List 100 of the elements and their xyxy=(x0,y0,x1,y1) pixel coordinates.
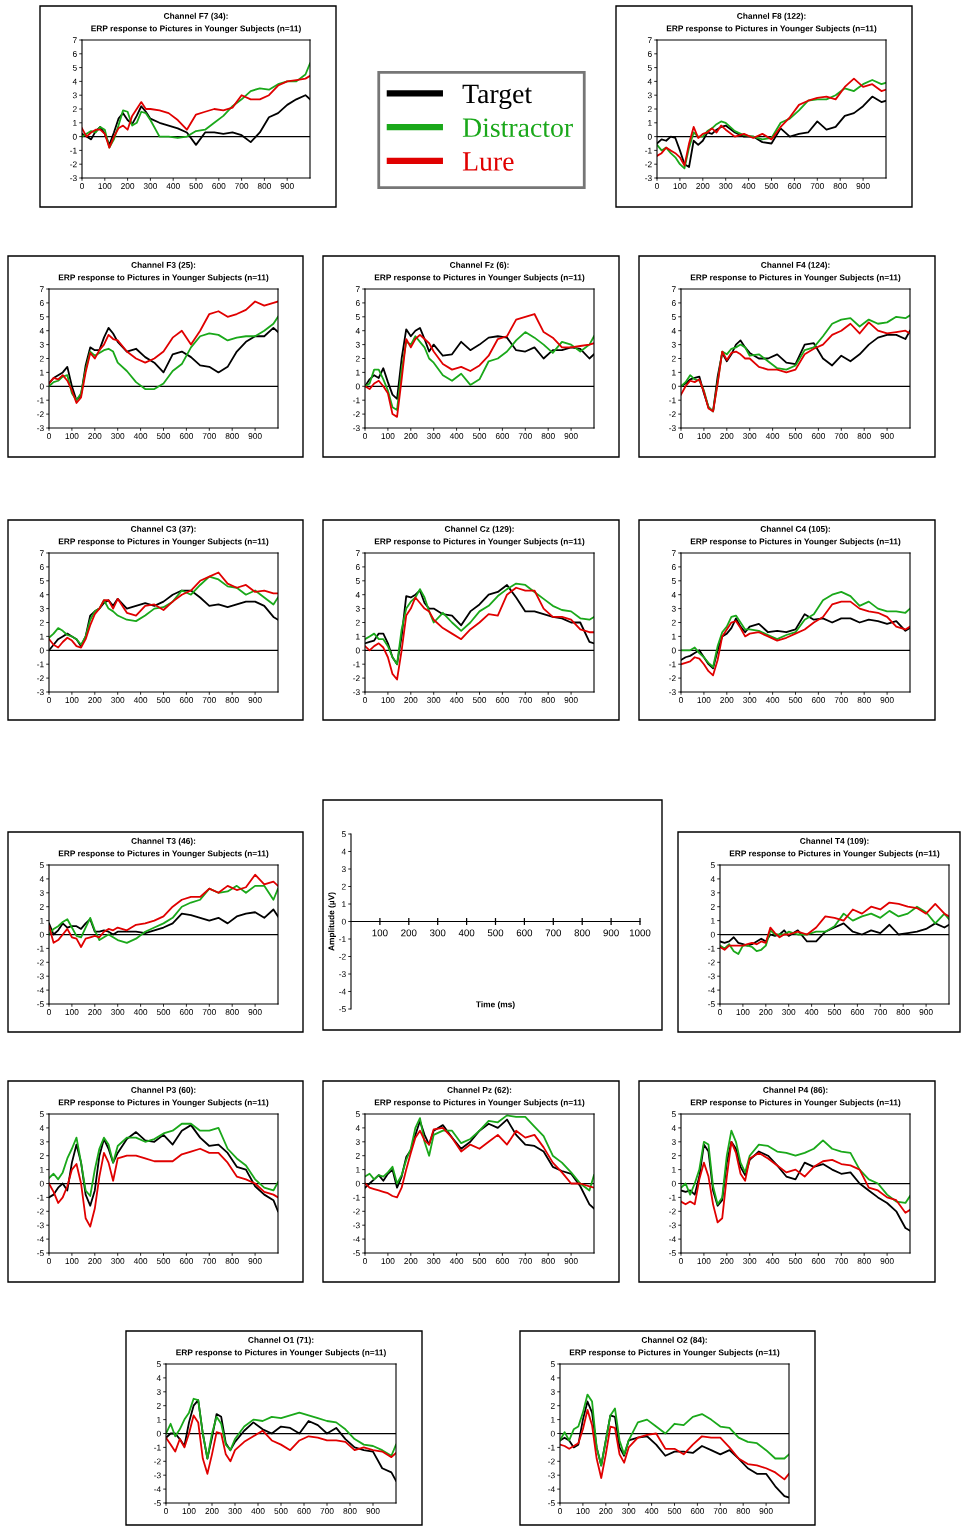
y-tick-label: -4 xyxy=(339,988,346,995)
x-tick-label: 200 xyxy=(720,1258,734,1264)
y-tick-label: 0 xyxy=(647,133,652,140)
x-tick-label: 600 xyxy=(495,1258,510,1264)
x-tick-label: 0 xyxy=(363,1258,367,1264)
x-tick-label: 400 xyxy=(133,697,148,703)
x-tick-label: 600 xyxy=(179,433,194,439)
chart-subtitle: ERP response to Pictures in Younger Subjects (n=11) xyxy=(58,538,269,547)
x-tick-label: 0 xyxy=(363,433,367,439)
y-tick-label: -5 xyxy=(548,1500,555,1507)
x-tick-label: 0 xyxy=(47,1258,51,1264)
y-tick-label: 2 xyxy=(355,355,360,362)
x-tick-label: 800 xyxy=(257,183,272,189)
y-tick-label: 3 xyxy=(671,1139,676,1145)
y-tick-label: 1 xyxy=(672,633,676,640)
x-tick-label: 200 xyxy=(404,697,418,703)
y-tick-label: -1 xyxy=(353,661,360,668)
y-tick-label: -1 xyxy=(37,945,44,952)
x-tick-label: 500 xyxy=(472,697,487,703)
y-tick-label: 1 xyxy=(648,120,652,126)
x-tick-label: 800 xyxy=(736,1508,750,1514)
x-tick-label: 600 xyxy=(850,1009,865,1015)
x-tick-label: 300 xyxy=(111,1258,125,1264)
y-tick-label: 2 xyxy=(671,355,676,362)
y-tick-label: -3 xyxy=(645,175,652,182)
chart-title: Channel O1 (71): xyxy=(248,1336,314,1345)
x-tick-label: 900 xyxy=(880,697,894,703)
y-tick-label: -1 xyxy=(37,661,44,668)
y-tick-label: 5 xyxy=(39,862,44,869)
x-tick-label: 600 xyxy=(495,433,510,439)
legend-label: Lure xyxy=(462,152,514,171)
x-tick-label: 300 xyxy=(719,183,733,189)
x-tick-label: 0 xyxy=(558,1508,562,1514)
x-tick-label: 400 xyxy=(449,433,464,439)
y-tick-label: 3 xyxy=(550,1389,555,1395)
y-tick-label: -1 xyxy=(645,147,652,154)
y-tick-label: -1 xyxy=(37,397,44,404)
x-tick-label: 700 xyxy=(518,697,532,703)
x-tick-label: 900 xyxy=(603,929,619,937)
y-tick-label: -3 xyxy=(669,689,676,696)
y-tick-label: -4 xyxy=(548,1486,555,1493)
y-tick-label: 7 xyxy=(355,550,360,557)
x-tick-label: 700 xyxy=(713,1508,727,1514)
x-tick-label: 0 xyxy=(47,697,51,703)
chart-subtitle: ERP response to Pictures in Younger Subjects (n=11) xyxy=(58,1099,269,1108)
y-tick-label: 0 xyxy=(671,383,676,390)
x-tick-label: 200 xyxy=(88,697,102,703)
x-tick-label: 0 xyxy=(679,433,683,439)
x-tick-label: 800 xyxy=(225,433,239,439)
x-tick-label: 700 xyxy=(810,183,824,189)
y-tick-label: 0 xyxy=(550,1430,555,1437)
y-tick-label: 4 xyxy=(39,876,44,882)
y-tick-label: -5 xyxy=(154,1500,161,1507)
x-tick-label: 500 xyxy=(274,1508,288,1514)
x-tick-label: 100 xyxy=(381,697,395,703)
y-tick-label: 5 xyxy=(72,64,77,71)
y-tick-label: -2 xyxy=(37,411,44,418)
y-tick-label: 5 xyxy=(156,1361,161,1368)
y-tick-label: -3 xyxy=(339,971,346,978)
x-tick-label: 300 xyxy=(111,433,125,439)
y-tick-label: -3 xyxy=(353,425,360,432)
x-tick-label: 100 xyxy=(98,183,112,189)
y-tick-label: 5 xyxy=(671,314,676,320)
x-tick-label: 300 xyxy=(743,697,757,703)
x-tick-label: 900 xyxy=(880,433,894,439)
x-tick-label: 100 xyxy=(65,1009,79,1015)
x-tick-label: 700 xyxy=(320,1508,334,1514)
y-tick-label: 6 xyxy=(72,51,77,57)
y-tick-label: 3 xyxy=(671,605,676,612)
x-tick-label: 800 xyxy=(541,1258,555,1264)
y-tick-label: -3 xyxy=(353,689,360,696)
y-tick-label: 2 xyxy=(671,619,676,626)
y-tick-label: 2 xyxy=(341,883,346,890)
y-tick-label: 4 xyxy=(671,591,676,598)
y-tick-label: 2 xyxy=(355,619,360,626)
x-tick-label: 500 xyxy=(827,1009,842,1015)
x-tick-label: 500 xyxy=(472,1258,487,1264)
y-tick-label: -3 xyxy=(669,425,676,432)
y-tick-label: 4 xyxy=(39,591,44,598)
y-tick-label: 4 xyxy=(550,1375,555,1381)
y-tick-label: -1 xyxy=(708,945,715,952)
chart-subtitle: ERP response to Pictures in Younger Subjects (n=11) xyxy=(374,1099,585,1108)
y-tick-label: -4 xyxy=(37,987,44,994)
x-tick-label: 600 xyxy=(690,1508,705,1514)
y-tick-label: 3 xyxy=(710,890,715,896)
x-tick-label: 0 xyxy=(47,1009,51,1015)
x-tick-label: 200 xyxy=(205,1508,219,1514)
y-tick-label: 1 xyxy=(342,901,346,908)
chart-title: Channel Cz (129): xyxy=(444,525,514,534)
y-tick-label: 0 xyxy=(72,133,77,140)
x-tick-label: 700 xyxy=(873,1009,887,1015)
y-tick-label: 3 xyxy=(39,890,44,896)
y-tick-label: -5 xyxy=(37,1001,44,1008)
y-tick-label: 0 xyxy=(355,647,360,654)
y-tick-label: 1 xyxy=(551,1416,555,1423)
y-tick-label: 6 xyxy=(671,564,676,570)
x-tick-label: 500 xyxy=(189,183,203,189)
y-tick-label: -4 xyxy=(37,1236,44,1243)
x-tick-label: 400 xyxy=(741,183,756,189)
chart-title: Channel P4 (86): xyxy=(763,1086,828,1095)
